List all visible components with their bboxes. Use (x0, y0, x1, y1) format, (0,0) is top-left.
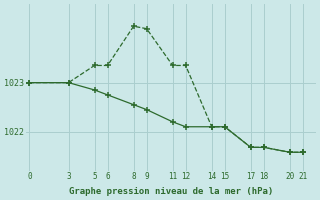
X-axis label: Graphe pression niveau de la mer (hPa): Graphe pression niveau de la mer (hPa) (68, 187, 273, 196)
